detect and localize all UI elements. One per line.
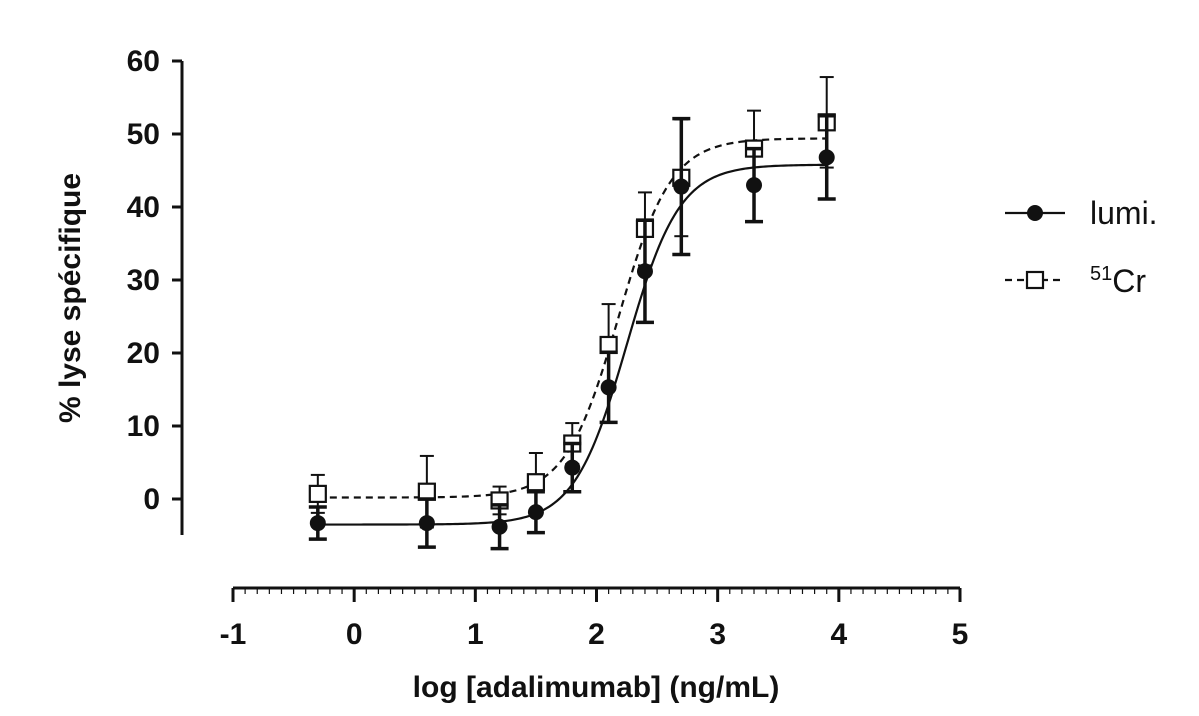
legend-item-51cr: 51Cr: [1005, 263, 1146, 299]
y-tick-label: 60: [127, 45, 160, 78]
legend-label-lumi: lumi.: [1090, 195, 1158, 231]
x-tick-label: 2: [588, 618, 605, 651]
x-tick-label: 1: [467, 618, 484, 651]
marker-square: [308, 484, 327, 503]
x-tick-label: 0: [346, 618, 363, 651]
marker-circle: [600, 379, 617, 396]
data-point-lumi: [817, 114, 836, 201]
y-axis-title: % lyse spécifique: [54, 173, 87, 423]
legend: lumi. 51Cr: [1005, 195, 1158, 299]
y-tick-label: 10: [127, 410, 160, 443]
legend-label-51cr: 51Cr: [1090, 263, 1146, 299]
legend-marker-lumi: [1027, 205, 1043, 221]
x-axis-title: log [adalimumab] (ng/mL): [413, 671, 780, 704]
marker-circle: [564, 459, 581, 476]
marker-square: [526, 473, 546, 492]
data-point-lumi: [599, 350, 618, 425]
marker-circle: [418, 515, 435, 532]
legend-label-51cr-main: Cr: [1112, 263, 1146, 299]
data-point-lumi: [490, 503, 509, 551]
data-point-lumi: [308, 505, 327, 541]
x-tick-label: 4: [830, 618, 847, 651]
data-point-lumi: [563, 441, 582, 494]
data-point-lumi: [672, 116, 691, 257]
fit-curve-51cr: [317, 137, 827, 499]
legend-marker-51cr: [1025, 270, 1045, 290]
y-tick-label: 40: [127, 191, 160, 224]
data-point-lumi: [417, 497, 436, 549]
marker-circle: [746, 177, 763, 194]
data-point-51cr: [308, 473, 327, 514]
marker-circle: [818, 149, 835, 166]
marker-circle: [527, 504, 544, 521]
data-points: [308, 76, 836, 551]
y-tick-label: 50: [127, 118, 160, 151]
y-axis: 0 10 20 30 40 50 60: [127, 45, 184, 535]
data-point-lumi: [745, 146, 764, 224]
data-point-lumi: [526, 489, 545, 535]
marker-circle: [636, 263, 653, 280]
x-tick-label: -1: [220, 618, 247, 651]
x-axis: -1 0 1 2 3 4 5: [220, 586, 969, 651]
legend-label-51cr-sup: 51: [1090, 263, 1112, 285]
x-tick-label: 3: [709, 618, 726, 651]
y-tick-label: 30: [127, 264, 160, 297]
x-tick-label: 5: [952, 618, 969, 651]
marker-circle: [491, 518, 508, 535]
y-tick-label: 20: [127, 337, 160, 370]
y-tick-label: 0: [143, 483, 160, 516]
marker-circle: [673, 178, 690, 195]
marker-circle: [309, 515, 326, 532]
data-point-lumi: [635, 218, 654, 325]
legend-item-lumi: lumi.: [1005, 195, 1158, 231]
